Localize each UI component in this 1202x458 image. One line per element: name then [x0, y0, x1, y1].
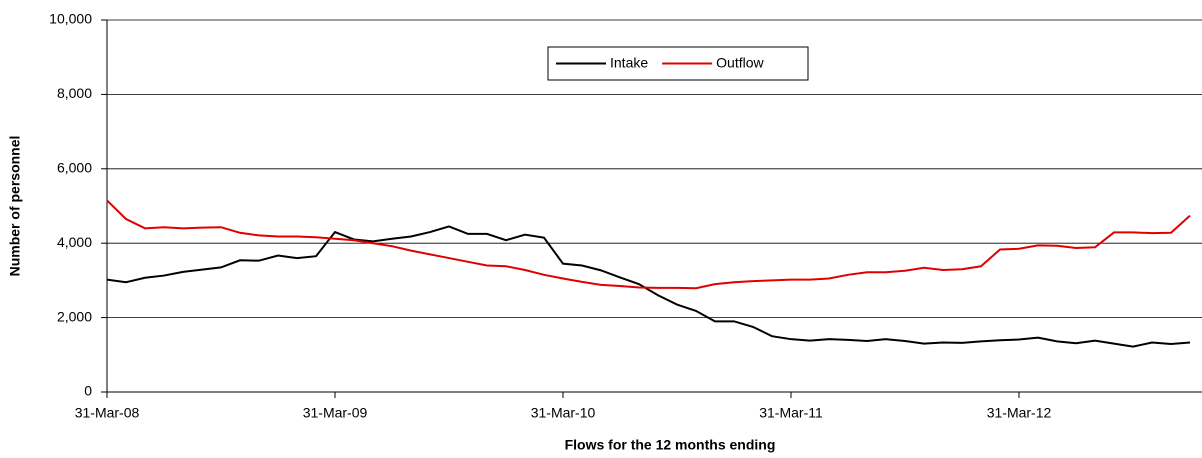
series-line: [106, 199, 1191, 290]
series-line: [106, 225, 1191, 348]
x-tick-label: 31-Mar-12: [987, 405, 1052, 421]
y-tick-label: 10,000: [49, 11, 92, 27]
x-tick-label: 31-Mar-09: [303, 405, 368, 421]
x-axis-title: Flows for the 12 months ending: [565, 437, 776, 453]
y-tick-label: 0: [84, 383, 92, 399]
y-tick-label: 4,000: [57, 234, 92, 250]
x-tick-label: 31-Mar-10: [531, 405, 596, 421]
x-tick-label: 31-Mar-08: [75, 405, 140, 421]
y-tick-label: 2,000: [57, 308, 92, 324]
x-tick-label: 31-Mar-11: [759, 405, 823, 421]
legend-label: Intake: [610, 55, 648, 71]
y-axis-title: Number of personnel: [7, 136, 23, 277]
y-tick-label: 8,000: [57, 85, 92, 101]
legend-label: Outflow: [716, 55, 764, 71]
y-tick-label: 6,000: [57, 160, 92, 176]
